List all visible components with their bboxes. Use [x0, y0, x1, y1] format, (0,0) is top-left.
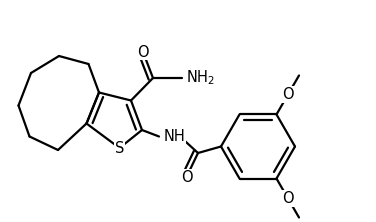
Text: O: O [282, 87, 294, 102]
Text: O: O [282, 191, 294, 206]
Text: NH$_2$: NH$_2$ [186, 69, 215, 87]
Text: O: O [137, 44, 149, 59]
Text: S: S [115, 141, 124, 155]
Text: NH: NH [164, 129, 186, 144]
Text: O: O [181, 170, 192, 184]
